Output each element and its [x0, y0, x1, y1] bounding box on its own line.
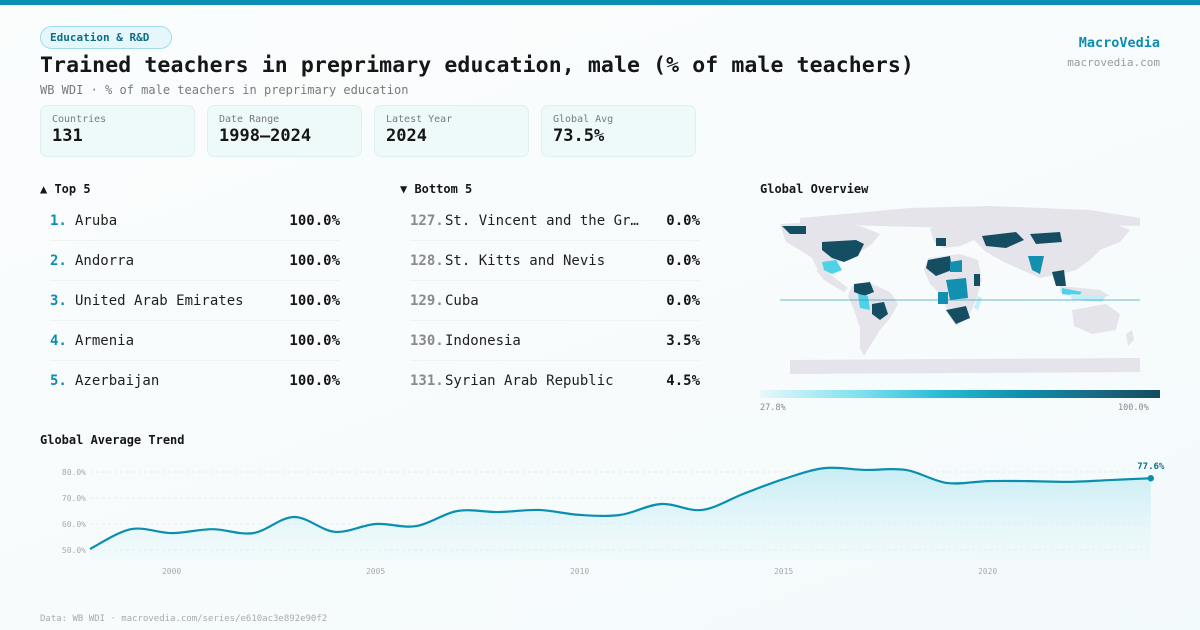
svg-text:70.0%: 70.0%	[62, 494, 86, 503]
map-color-legend	[760, 390, 1160, 398]
rank-number: 1.	[50, 212, 67, 229]
list-item[interactable]: 127. St. Vincent and the Gr… 0.0%	[410, 201, 700, 241]
country-name: United Arab Emirates	[75, 292, 244, 309]
stat-card-latest-year: Latest Year 2024	[374, 105, 529, 157]
country-value: 100.0%	[289, 332, 340, 349]
svg-text:50.0%: 50.0%	[62, 546, 86, 555]
legend-max-label: 100.0%	[1118, 403, 1149, 413]
rank-number: 4.	[50, 332, 67, 349]
brand-name[interactable]: MacroVedia	[1078, 35, 1160, 51]
stat-label: Global Avg	[553, 114, 614, 125]
world-map-svg	[780, 206, 1140, 374]
country-value: 100.0%	[289, 252, 340, 269]
country-value: 100.0%	[289, 292, 340, 309]
stat-value: 2024	[386, 126, 427, 146]
brand: MacroVedia macrovedia.com	[1067, 35, 1160, 69]
country-value: 100.0%	[289, 373, 340, 389]
country-name: Indonesia	[445, 332, 521, 349]
svg-text:2000: 2000	[162, 567, 181, 576]
country-value: 0.0%	[666, 292, 700, 309]
stat-value: 73.5%	[553, 126, 605, 146]
page-subtitle: WB WDI · % of male teachers in preprimar…	[40, 83, 409, 97]
svg-text:2010: 2010	[570, 567, 589, 576]
country-name: St. Vincent and the Gr…	[445, 212, 639, 229]
world-choropleth-map[interactable]	[760, 200, 1160, 385]
stat-label: Latest Year	[386, 114, 453, 125]
country-value: 3.5%	[666, 332, 700, 349]
stat-card-countries: Countries 131	[40, 105, 195, 157]
country-name: St. Kitts and Nevis	[445, 252, 606, 269]
trend-line-chart: 50.0% 60.0% 70.0% 80.0% 2000 2005 2010 2015 2020…	[62, 462, 1165, 576]
map-heading: Global Overview	[760, 182, 869, 196]
svg-text:2020: 2020	[978, 567, 997, 576]
svg-text:77.6%: 77.6%	[1137, 462, 1165, 472]
rank-number: 128.	[410, 252, 444, 269]
list-item[interactable]: 130. Indonesia 3.5%	[410, 321, 700, 361]
top5-list: 1. Aruba 100.0% 2. Andorra 100.0% 3. Uni…	[50, 201, 340, 401]
country-value: 4.5%	[666, 373, 700, 389]
country-name: Aruba	[75, 212, 118, 229]
svg-text:60.0%: 60.0%	[62, 520, 86, 529]
stat-cards: Countries 131 Date Range 1998–2024 Lates…	[40, 105, 696, 157]
global-average-trend-chart[interactable]: 50.0% 60.0% 70.0% 80.0% 2000 2005 2010 2015 2020…	[40, 455, 1180, 585]
list-item[interactable]: 131. Syrian Arab Republic 4.5%	[410, 361, 700, 401]
list-item[interactable]: 1. Aruba 100.0%	[50, 201, 340, 241]
country-name: Azerbaijan	[75, 373, 160, 389]
country-name: Armenia	[75, 332, 135, 349]
rank-number: 127.	[410, 212, 444, 229]
rank-number: 129.	[410, 292, 444, 309]
rank-number: 130.	[410, 332, 444, 349]
country-name: Andorra	[75, 252, 135, 269]
brand-url[interactable]: macrovedia.com	[1067, 56, 1160, 69]
stat-label: Countries	[52, 114, 107, 125]
page-title: Trained teachers in preprimary education…	[40, 53, 914, 78]
country-name: Cuba	[445, 292, 479, 309]
svg-text:2015: 2015	[774, 567, 793, 576]
stat-card-date-range: Date Range 1998–2024	[207, 105, 362, 157]
footer-source: Data: WB WDI · macrovedia.com/series/e61…	[40, 614, 328, 624]
rank-number: 3.	[50, 292, 67, 309]
legend-min-label: 27.8%	[760, 403, 786, 413]
list-item[interactable]: 4. Armenia 100.0%	[50, 321, 340, 361]
rank-number: 131.	[410, 373, 444, 389]
bottom5-heading: ▼ Bottom 5	[400, 182, 473, 196]
top5-heading: ▲ Top 5	[40, 182, 91, 196]
list-item[interactable]: 129. Cuba 0.0%	[410, 281, 700, 321]
top-accent-bar	[0, 0, 1200, 5]
country-value: 100.0%	[289, 212, 340, 229]
list-item[interactable]: 2. Andorra 100.0%	[50, 241, 340, 281]
country-value: 0.0%	[666, 252, 700, 269]
bottom5-list: 127. St. Vincent and the Gr… 0.0% 128. S…	[410, 201, 700, 401]
rank-number: 5.	[50, 373, 67, 389]
country-name: Syrian Arab Republic	[445, 373, 614, 389]
list-item[interactable]: 5. Azerbaijan 100.0%	[50, 361, 340, 401]
trend-heading: Global Average Trend	[40, 433, 185, 447]
stat-card-global-avg: Global Avg 73.5%	[541, 105, 696, 157]
list-item[interactable]: 128. St. Kitts and Nevis 0.0%	[410, 241, 700, 281]
category-tag[interactable]: Education & R&D	[40, 26, 173, 49]
list-item[interactable]: 3. United Arab Emirates 100.0%	[50, 281, 340, 321]
stat-label: Date Range	[219, 114, 280, 125]
country-value: 0.0%	[666, 212, 700, 229]
svg-text:80.0%: 80.0%	[62, 468, 86, 477]
stat-value: 1998–2024	[219, 126, 312, 146]
rank-number: 2.	[50, 252, 67, 269]
stat-value: 131	[52, 126, 83, 146]
svg-text:2005: 2005	[366, 567, 385, 576]
